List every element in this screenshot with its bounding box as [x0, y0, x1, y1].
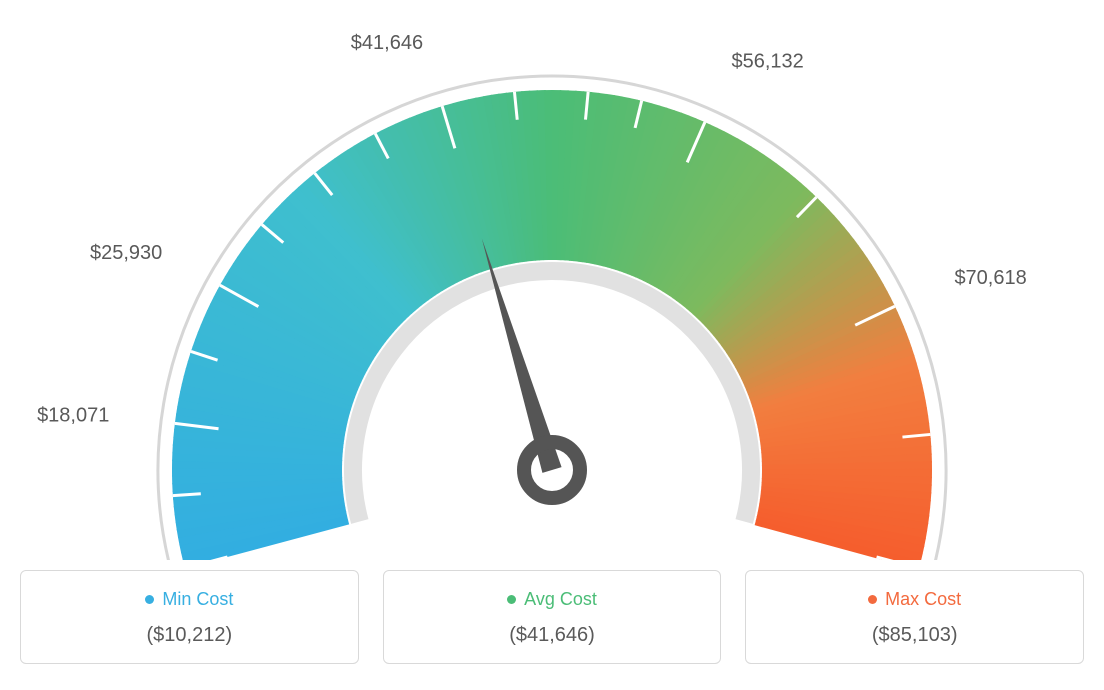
summary-row: Min Cost ($10,212) Avg Cost ($41,646) Max Co… — [20, 570, 1084, 664]
summary-value: ($41,646) — [394, 624, 711, 647]
summary-label-text: Avg Cost — [524, 589, 597, 610]
summary-label-avg: Avg Cost — [507, 589, 597, 610]
summary-label-min: Min Cost — [145, 589, 233, 610]
gauge-tick-label: $41,646 — [351, 32, 423, 54]
gauge-tick-label: $56,132 — [731, 51, 803, 73]
gauge-tick-label: $25,930 — [90, 242, 162, 264]
summary-card-min: Min Cost ($10,212) — [20, 570, 359, 664]
summary-label-text: Max Cost — [885, 589, 961, 610]
cost-gauge-chart: $10,212$18,071$25,930$41,646$56,132$70,6… — [20, 20, 1084, 560]
gauge-tick-label: $70,618 — [954, 267, 1026, 289]
summary-label-max: Max Cost — [868, 589, 961, 610]
summary-label-text: Min Cost — [162, 589, 233, 610]
summary-value: ($10,212) — [31, 624, 348, 647]
summary-dot-min — [145, 595, 154, 604]
summary-card-avg: Avg Cost ($41,646) — [383, 570, 722, 664]
summary-value: ($85,103) — [756, 624, 1073, 647]
gauge-tick-label: $18,071 — [37, 404, 109, 426]
gauge-tick-minor — [173, 494, 201, 496]
gauge-arc — [172, 90, 932, 560]
summary-dot-max — [868, 595, 877, 604]
gauge-container: $10,212$18,071$25,930$41,646$56,132$70,6… — [20, 20, 1084, 560]
summary-card-max: Max Cost ($85,103) — [745, 570, 1084, 664]
summary-dot-avg — [507, 595, 516, 604]
